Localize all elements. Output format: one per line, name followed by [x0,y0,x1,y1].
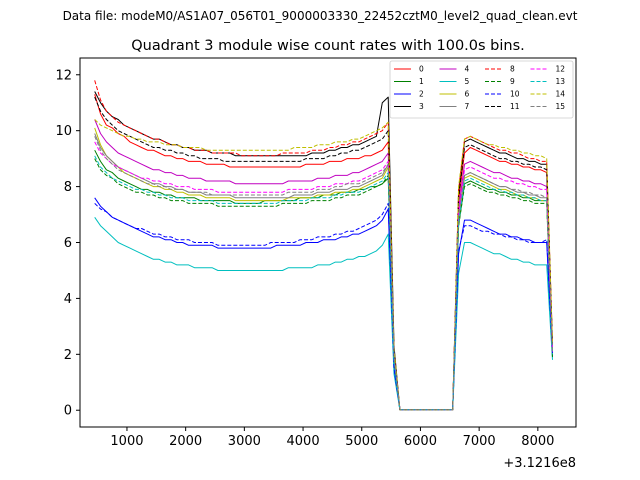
legend-label-4: 4 [465,65,470,74]
series-line-13 [94,155,553,411]
y-tick-label: 4 [64,292,72,307]
legend-label-0: 0 [419,65,424,74]
legend-label-10: 10 [510,90,520,99]
series-line-4 [94,119,553,411]
series-line-5 [94,217,553,411]
legend-label-14: 14 [556,90,566,99]
series-layer [94,80,553,411]
x-tick-label: 8000 [521,434,554,449]
series-line-15 [94,136,553,411]
legend-label-1: 1 [419,77,424,86]
y-tick-label: 12 [55,68,72,83]
series-line-2 [94,197,553,411]
legend-label-3: 3 [419,102,424,111]
chart-suptitle: Data file: modeM0/AS1A07_056T01_90000033… [63,9,578,23]
x-offset-label: +3.1216e8 [503,456,576,471]
legend-label-7: 7 [465,102,470,111]
series-line-10 [94,202,553,411]
legend-box [389,60,574,119]
x-tick-label: 3000 [228,434,261,449]
legend-label-13: 13 [556,77,566,86]
x-tick-label: 7000 [463,434,496,449]
legend-label-5: 5 [465,77,470,86]
series-line-3 [94,91,553,411]
series-line-14 [94,119,553,411]
y-tick-label: 2 [64,348,72,363]
legend-label-8: 8 [510,65,515,74]
legend-label-11: 11 [510,102,520,111]
x-tick-label: 6000 [404,434,437,449]
y-tick-label: 0 [64,404,72,419]
legend-label-9: 9 [510,77,515,86]
series-line-0 [94,94,553,411]
series-line-9 [94,158,553,411]
legend-label-12: 12 [556,65,566,74]
y-tick-label: 6 [64,236,72,251]
x-tick-label: 2000 [169,434,202,449]
x-tick-label: 5000 [345,434,378,449]
x-tick-label: 4000 [287,434,320,449]
series-line-11 [94,96,553,411]
legend-label-6: 6 [465,90,470,99]
legend-label-15: 15 [556,102,566,111]
y-tick-label: 10 [55,124,72,139]
chart-title: Quadrant 3 module wise count rates with … [131,38,525,54]
y-tick-label: 8 [64,180,72,195]
series-line-12 [94,141,553,411]
axes-layer: 1000 2000 3000 4000 5000 6000 7000 800002468101… [55,57,577,449]
x-tick-label: 1000 [110,434,143,449]
legend-label-2: 2 [419,90,424,99]
